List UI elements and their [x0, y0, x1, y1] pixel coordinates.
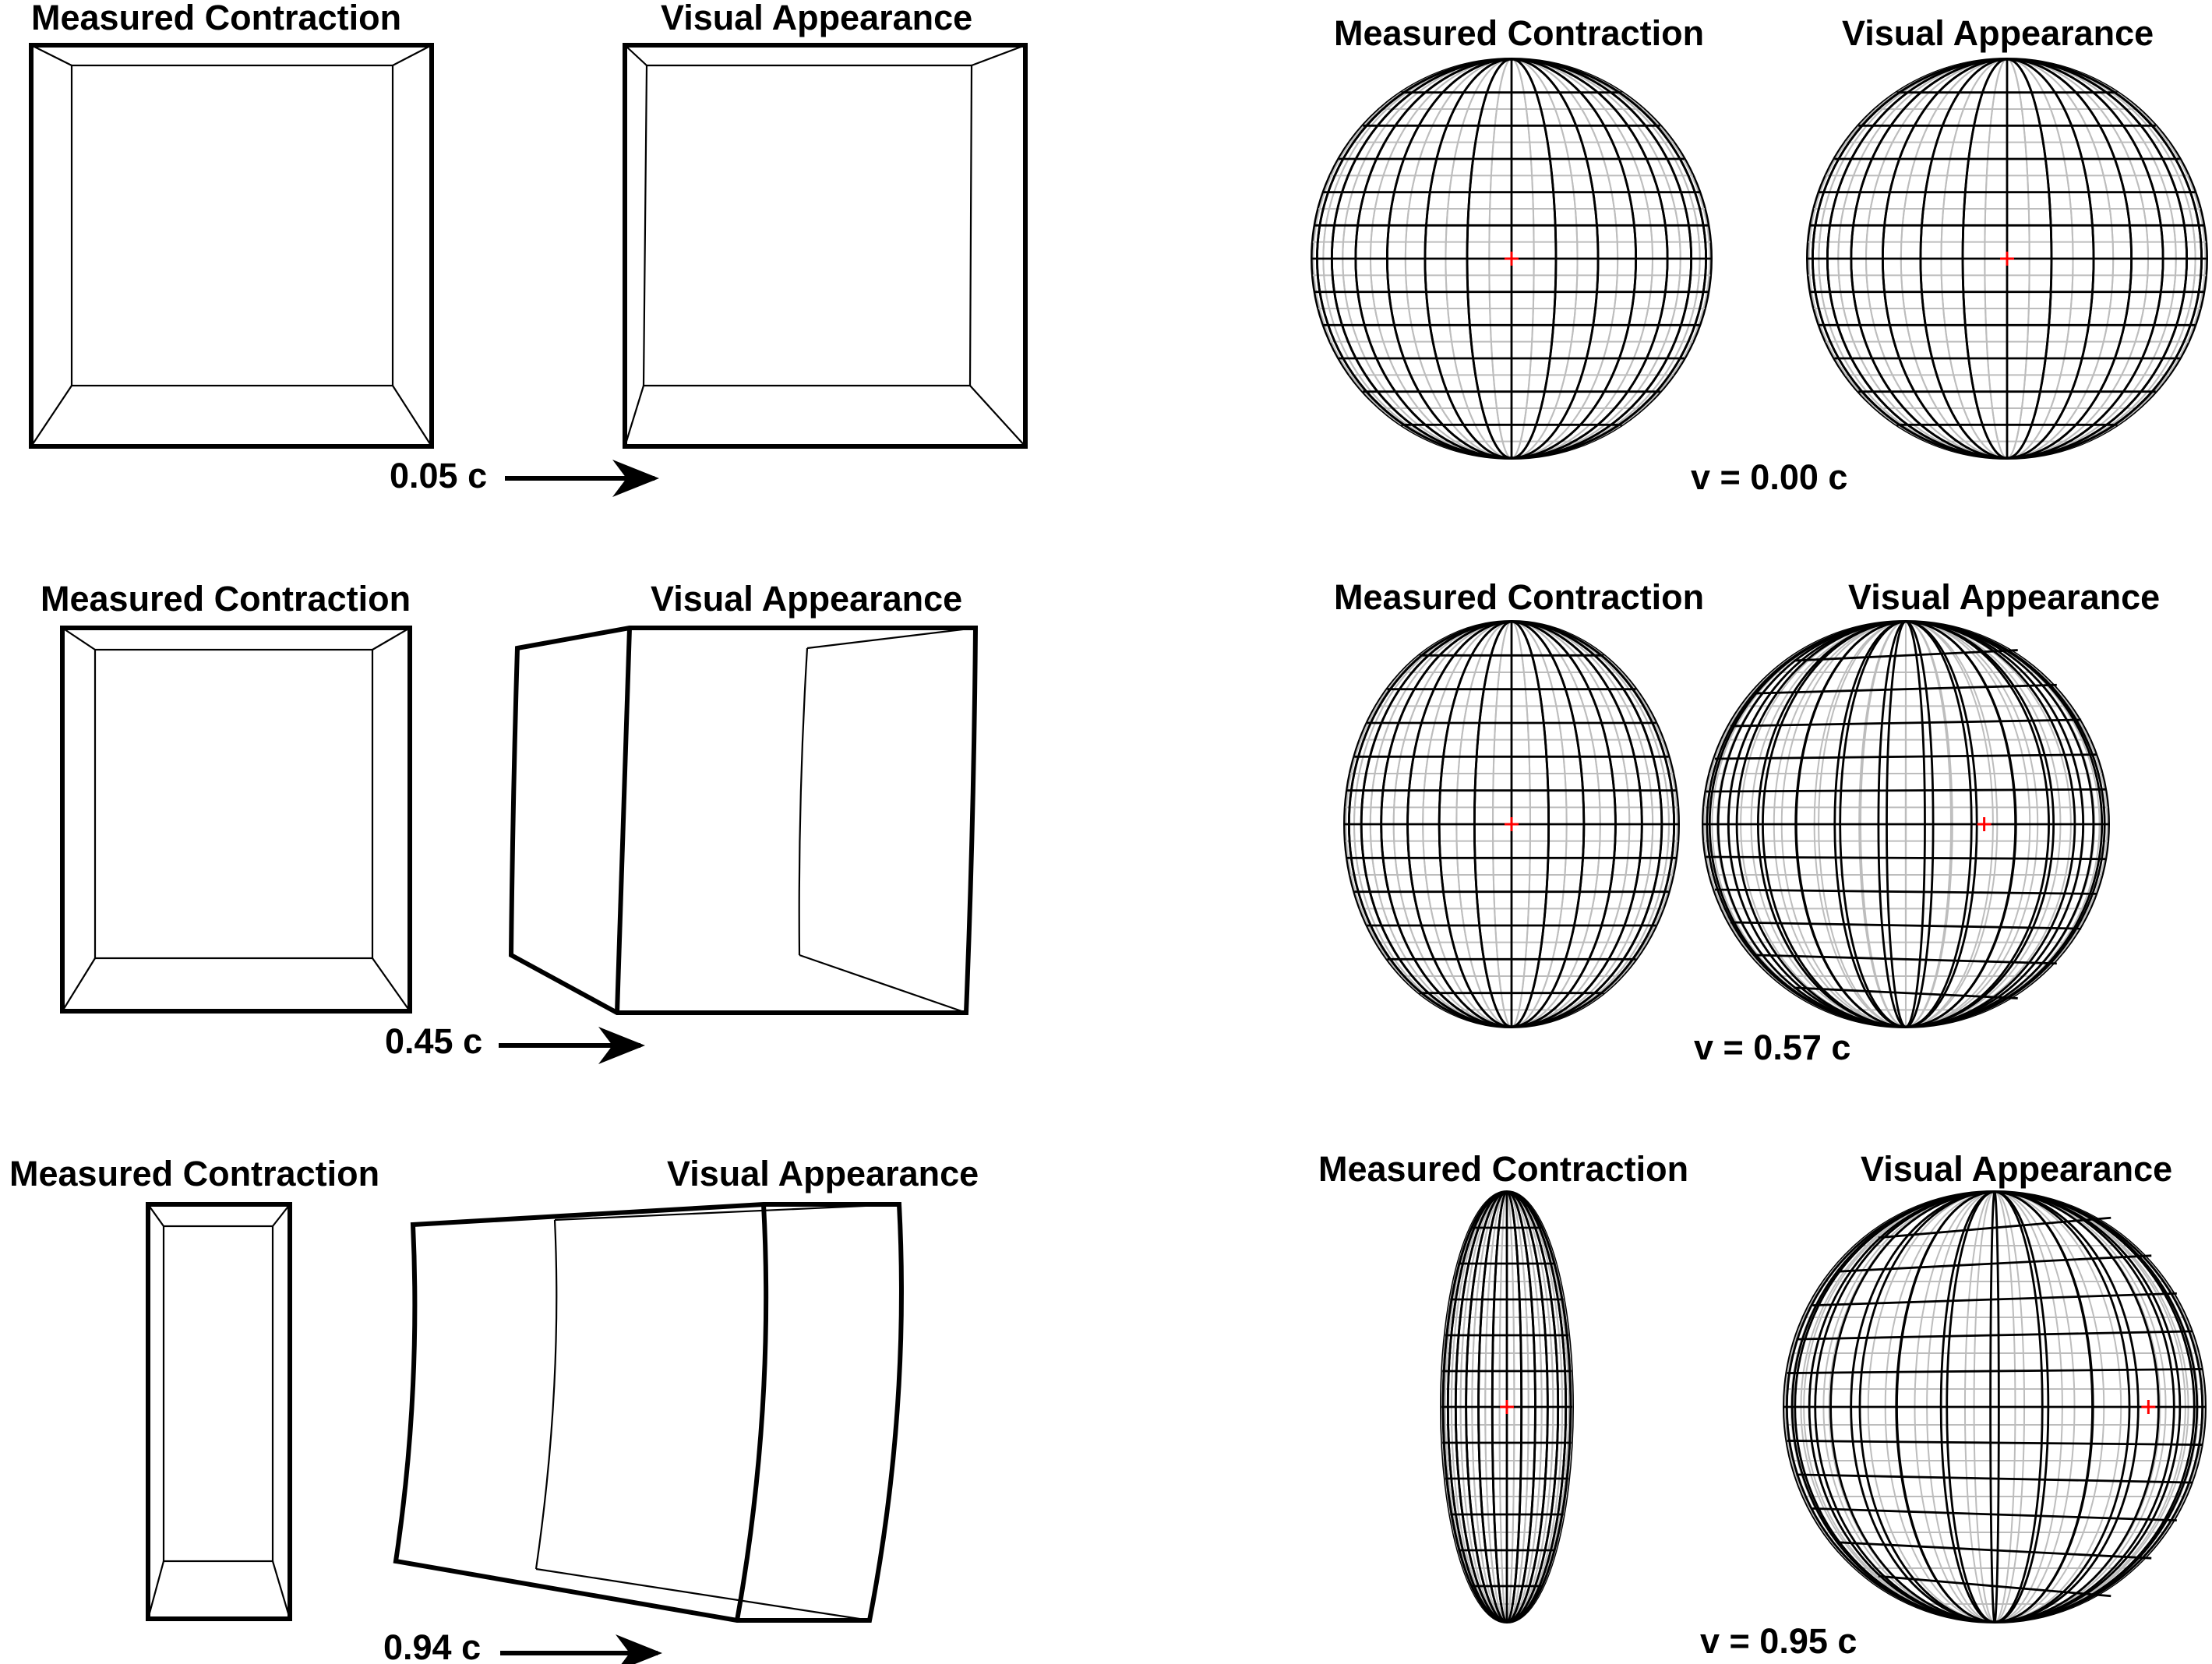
sphere-row-3: Measured Contraction Visual Appearance v… — [1318, 1149, 2207, 1661]
cube-row-2-visual-title: Visual Appearance — [651, 579, 962, 619]
sphere-row-2-measured — [1343, 620, 1680, 1028]
cube-row-1-measured-title: Measured Contraction — [31, 0, 401, 37]
cube-row-1-measured-box — [29, 43, 434, 449]
sphere-row-1-measured — [1311, 58, 1713, 460]
sphere-row-3-speed-label: v = 0.95 c — [1700, 1621, 1857, 1661]
cube-row-3-measured-box — [146, 1202, 292, 1621]
sphere-row-3-visual-title: Visual Appearance — [1861, 1149, 2172, 1189]
sphere-row-3-measured — [1440, 1190, 1574, 1623]
sphere-row-3-visual-center-marker — [2141, 1400, 2156, 1414]
cube-row-3-measured-title: Measured Contraction — [9, 1154, 379, 1193]
cube-row-2: Measured Contraction Visual Appearance 0… — [41, 579, 979, 1064]
sphere-row-2-visual-title: Visual Appearance — [1848, 577, 2160, 617]
sphere-row-1: Measured Contraction Visual Appearance v… — [1311, 13, 2208, 497]
sphere-row-2-measured-center-marker — [1505, 817, 1519, 831]
sphere-row-1-measured-title: Measured Contraction — [1334, 13, 1704, 53]
cube-row-2-measured-box — [60, 626, 412, 1014]
sphere-row-3-visual — [1783, 1190, 2207, 1623]
sphere-row-2: Measured Contraction Visual Appearance v… — [1334, 577, 2160, 1067]
sphere-row-3-measured-center-marker — [1500, 1400, 1514, 1414]
sphere-row-2-visual — [1702, 620, 2110, 1028]
sphere-row-1-visual-center-marker — [2000, 252, 2014, 266]
sphere-row-2-visual-center-marker — [1977, 817, 1992, 831]
cube-row-1-visual-box — [623, 43, 1028, 449]
cube-row-1-speed-label: 0.05 c — [390, 456, 487, 495]
cube-row-3-visual-title: Visual Appearance — [667, 1154, 979, 1193]
sphere-row-2-speed-label: v = 0.57 c — [1694, 1028, 1850, 1067]
cube-row-1-visual-title: Visual Appearance — [661, 0, 972, 37]
sphere-row-1-visual-title: Visual Appearance — [1842, 13, 2154, 53]
cube-row-1: Measured Contraction Visual Appearance 0… — [29, 0, 1028, 497]
cube-row-3-speed-label: 0.94 c — [383, 1627, 481, 1664]
sphere-row-1-speed-label: v = 0.00 c — [1691, 457, 1847, 497]
cube-row-3: Measured Contraction Visual Appearance 0… — [9, 1154, 979, 1664]
cube-row-3-visual-box — [393, 1202, 904, 1623]
cube-row-2-visual-box — [508, 626, 979, 1015]
cube-row-2-speed-label: 0.45 c — [385, 1021, 482, 1061]
sphere-row-1-measured-center-marker — [1505, 252, 1519, 266]
sphere-row-1-visual — [1806, 58, 2208, 460]
cube-row-2-measured-title: Measured Contraction — [41, 579, 411, 619]
sphere-row-3-measured-title: Measured Contraction — [1318, 1149, 1688, 1189]
sphere-row-2-measured-title: Measured Contraction — [1334, 577, 1704, 617]
